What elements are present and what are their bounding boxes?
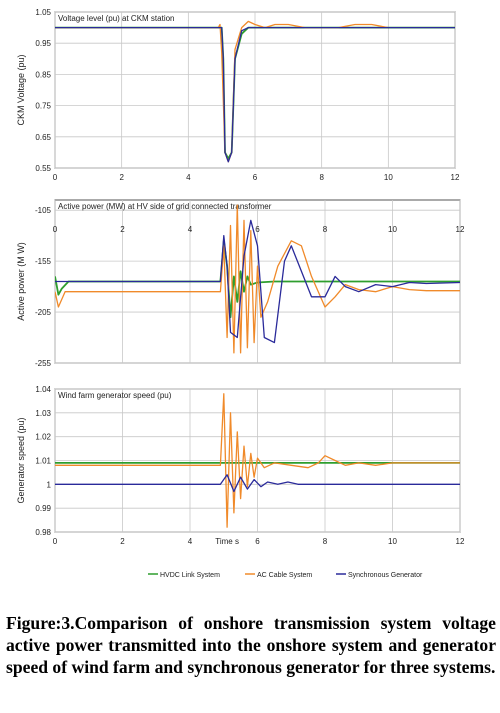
series-line-sync <box>55 26 455 163</box>
series-line-sync <box>55 219 460 344</box>
series-line-ac <box>55 393 460 528</box>
x-tick-label: 10 <box>388 225 397 234</box>
x-tick-label: 4 <box>186 173 191 182</box>
series-group <box>55 204 460 354</box>
x-tick-label: 6 <box>253 173 258 182</box>
y-tick-label: 0.65 <box>35 133 51 142</box>
chart-title: Wind farm generator speed (pu) <box>58 391 172 400</box>
series-group <box>55 20 455 163</box>
y-tick-label: 1.05 <box>35 8 51 17</box>
y-tick-label: 0.95 <box>35 39 51 48</box>
chart-title: Voltage level (pu) at CKM station <box>58 14 175 23</box>
x-tick-label: 4 <box>188 537 193 546</box>
x-tick-label: 6 <box>255 225 260 234</box>
y-tick-label: 1.01 <box>35 457 51 466</box>
caption-line-4: synchronous generator for three systems. <box>187 657 496 677</box>
y-axis-label: Generator speed (pu) <box>16 417 26 503</box>
y-tick-label: -155 <box>35 257 52 266</box>
legend-item-ac: AC Cable System <box>245 572 312 579</box>
x-tick-label: 2 <box>119 173 124 182</box>
y-tick-label: 0.55 <box>35 164 51 173</box>
caption-line-1: Figure:3.Comparison of onshore transmiss… <box>6 613 432 633</box>
legend-label: Synchronous Generator <box>348 572 423 579</box>
legend-label: HVDC Link System <box>160 572 220 579</box>
figure-caption: Figure:3.Comparison of onshore transmiss… <box>6 612 496 678</box>
legend-label: AC Cable System <box>257 572 312 579</box>
chart-panel-1: Voltage level (pu) at CKM station 1.05 0.9… <box>16 8 460 182</box>
x-tick-label: 6 <box>255 537 260 546</box>
x-axis-label: Time s <box>215 537 239 546</box>
legend: HVDC Link System AC Cable System Synchrono… <box>148 572 423 579</box>
x-tick-label: 10 <box>384 173 393 182</box>
x-tick-label: 12 <box>451 173 460 182</box>
y-tick-label: 1.03 <box>35 409 51 418</box>
caption-line-3: system and generator speed of wind farm … <box>6 635 496 677</box>
y-tick-label: 0.75 <box>35 102 51 111</box>
y-tick-label: 0.99 <box>35 504 51 513</box>
x-tick-label: 8 <box>323 225 328 234</box>
y-tick-label: -255 <box>35 359 52 368</box>
x-tick-label: 8 <box>319 173 324 182</box>
x-tick-label: 4 <box>188 225 193 234</box>
chart-panel-2: Active power (MW) at HV side of grid con… <box>16 199 465 368</box>
legend-item-sync: Synchronous Generator <box>336 572 423 579</box>
chart-panel-3: Wind farm generator speed (pu) 1.04 1.03 1.… <box>16 385 465 546</box>
y-tick-label: 0.98 <box>35 528 51 537</box>
x-tick-label: 10 <box>388 537 397 546</box>
series-line-sync <box>55 474 460 493</box>
legend-item-hvdc: HVDC Link System <box>148 572 220 579</box>
x-tick-label: 12 <box>456 225 465 234</box>
x-tick-label: 0 <box>53 537 58 546</box>
x-tick-label: 12 <box>456 537 465 546</box>
chart-title: Active power (MW) at HV side of grid con… <box>58 202 272 211</box>
y-tick-label: 0.85 <box>35 70 51 79</box>
x-tick-label: 0 <box>53 225 58 234</box>
y-tick-label: 1 <box>47 480 52 489</box>
x-tick-label: 2 <box>120 537 125 546</box>
x-tick-label: 2 <box>120 225 125 234</box>
y-tick-label: 1.02 <box>35 433 51 442</box>
caption-line-2: voltage active power transmitted into th… <box>6 613 496 655</box>
y-tick-label: -105 <box>35 206 52 215</box>
x-tick-label: 0 <box>53 173 58 182</box>
y-tick-label: 1.04 <box>35 385 51 394</box>
x-tick-label: 8 <box>323 537 328 546</box>
y-axis-label: CKM Voltage (pu) <box>16 54 26 125</box>
figure-svg: Voltage level (pu) at CKM station 1.05 0.9… <box>16 8 465 579</box>
y-axis-label: Active power (M W) <box>16 242 26 321</box>
series-group <box>55 393 460 528</box>
y-tick-label: -205 <box>35 308 52 317</box>
